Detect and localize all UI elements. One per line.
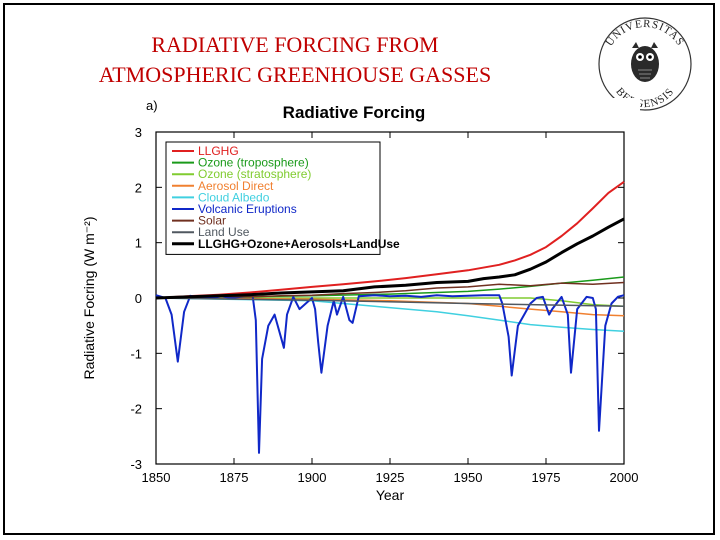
series-line-ozone-stratosphere: [156, 297, 625, 308]
y-tick-label: -2: [130, 402, 142, 417]
x-tick-label: 1875: [220, 470, 249, 485]
y-tick-label: 1: [135, 236, 142, 251]
y-tick-label: -3: [130, 457, 142, 472]
x-tick-label: 1925: [376, 470, 405, 485]
y-tick-label: 3: [135, 125, 142, 140]
x-tick-label: 1950: [454, 470, 483, 485]
slide-frame: [3, 3, 715, 535]
svg-text:UNIVERSITAS: UNIVERSITAS: [604, 18, 687, 49]
x-axis-label: Year: [376, 487, 405, 502]
legend-label: Solar: [198, 214, 226, 228]
series-line-llghg: [155, 180, 625, 299]
owl-emblem-icon: [631, 42, 659, 82]
radiative-forcing-figure: a) Radiative Forcing 3 2 1 0 -1 -2 -3 1850 1875…: [64, 98, 640, 502]
legend-label: Ozone (troposphere): [198, 156, 309, 170]
university-seal-logo: UNIVERSITAS BERGENSIS: [590, 12, 700, 112]
y-tick-label: 0: [135, 291, 142, 306]
legend-label: Volcanic Eruptions: [198, 202, 297, 216]
x-tick-label: 1850: [142, 470, 171, 485]
legend-box: [165, 141, 381, 255]
legend-label: Cloud Albedo: [198, 190, 270, 204]
legend-label: Ozone (stratosphere): [198, 167, 311, 181]
series-line-aerosol-direct: [155, 297, 625, 317]
y-axis-label: Radiative Focring (W m⁻²): [81, 217, 97, 380]
x-tick-label: 1975: [532, 470, 561, 485]
y-tick-label: -1: [130, 346, 142, 361]
series-line-land-use: [155, 297, 625, 308]
slide-title-line2: ATMOSPHERIC GREENHOUSE GASSES: [98, 62, 492, 87]
series-line-cloud-albedo: [155, 297, 625, 332]
chart-svg: a) Radiative Forcing 3 2 1 0 -1 -2 -3 1850 1875…: [64, 98, 640, 502]
chart-title: Radiative Forcing: [283, 103, 426, 122]
legend-label: LLGHG: [198, 144, 239, 158]
panel-label: a): [146, 98, 158, 113]
legend-label: LLGHG+Ozone+Aerosols+LandUse: [198, 237, 400, 251]
legend-label: Aerosol Direct: [198, 179, 274, 193]
x-tick-label: 2000: [610, 470, 639, 485]
slide-title: RADIATIVE FORCING FROM ATMOSPHERIC GREEN…: [60, 30, 530, 90]
seal-top-text: UNIVERSITAS: [604, 18, 686, 49]
y-tick-label: 2: [135, 180, 142, 195]
x-tick-label: 1900: [298, 470, 327, 485]
slide-title-line1: RADIATIVE FORCING FROM: [151, 32, 439, 57]
series-line-llghg-ozone-aerosols-landuse: [155, 217, 625, 300]
legend-label: Land Use: [198, 225, 250, 239]
